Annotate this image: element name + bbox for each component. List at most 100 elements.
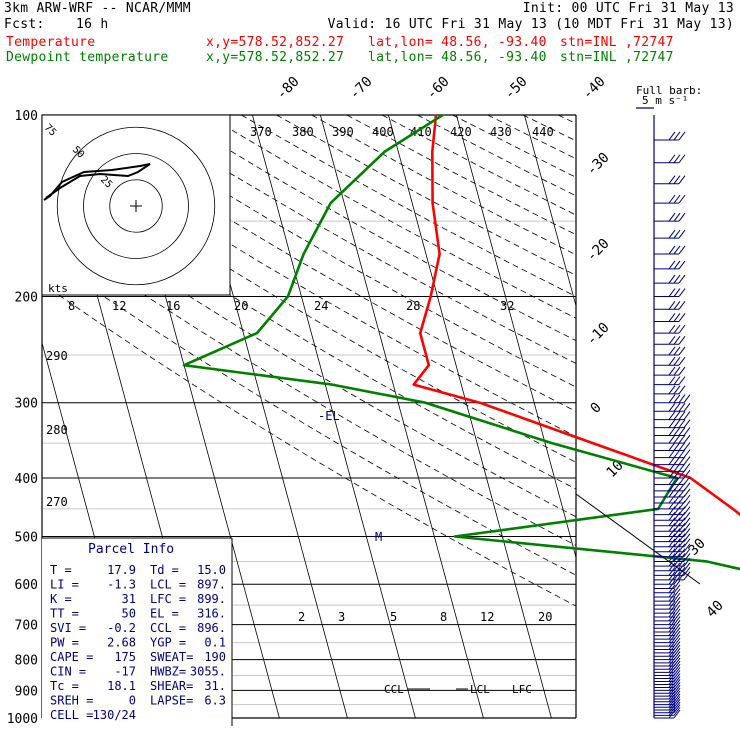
wind-barb-flag [668,385,676,395]
parcel-key: LAPSE= [150,694,193,708]
el-marker: -EL [318,409,340,423]
wind-barb-flag [668,131,676,141]
wind-barb-flag [668,571,676,581]
theta-e-label: 420 [450,125,472,139]
pressure-tick-label: 400 [15,472,38,487]
dewpoint-profile-point [302,253,305,255]
wind-barb-flag [678,335,686,345]
wind-barb-flag [683,402,691,412]
pressure-tick-label: 200 [15,291,38,306]
wind-barb-flag [668,616,676,625]
wind-barb-flag [673,376,681,385]
wind-barb-flag [678,506,686,515]
parcel-value: 175 [114,650,136,664]
wind-barb-flag [668,175,676,185]
mixing-ratio-label: 5 [390,610,397,624]
wind-barb-flag [673,394,681,404]
wind-barb-flag [678,402,686,412]
theta-e-label: 370 [250,125,272,139]
wind-barb-flag [668,693,676,703]
wind-barb-flag [673,592,681,602]
parcel-value: 0 [129,694,136,708]
barb-key-value: 5 m s⁻¹ [642,94,688,107]
mixing-ratio-label: 12 [480,610,494,624]
pressure-tick-label: 700 [15,619,38,634]
wind-barb-flag [668,580,676,589]
parcel-panel [42,538,232,726]
wind-barb-flag [678,442,686,451]
pressure-tick-label: 300 [15,397,38,412]
theta-label: 270 [46,495,68,509]
wind-barb-flag [673,356,681,366]
temperature-profile-point [732,508,734,510]
dry-adiabat [522,115,576,142]
hodograph-ring [56,126,216,286]
wind-barb-flag [668,449,676,458]
wind-barb-flag [673,707,681,716]
wind-barb-flag [673,300,681,310]
hodograph-speed-label: 16 [166,299,180,313]
dry-adiabat [42,253,576,576]
wind-barb-flag [668,494,676,504]
dry-adiabat [42,198,576,518]
wind-barb-flag [678,131,686,141]
wind-barb-flag [668,456,676,465]
wind-barb-flag [678,548,686,557]
parcel-key: HWBZ= [150,665,186,679]
wind-barb-flag [668,533,676,542]
wind-barb-flag [668,488,676,498]
wind-barb-flag [668,604,676,614]
theta-label: 280 [46,423,68,437]
hodograph-speed-label: 24 [314,299,328,313]
theta-e-label: 390 [332,125,354,139]
wind-barb-flag [673,634,681,643]
theta-e-label: 440 [532,125,554,139]
wind-barb-flag [668,687,676,697]
parcel-value: 6.3 [204,694,226,708]
parcel-value: 897. [197,578,226,592]
parcel-value: 3055. [190,665,226,679]
pressure-tick-label: 500 [15,530,38,545]
dewpoint-xy: x,y=578.52,852.27 [206,50,345,65]
wind-barb-flag [668,657,676,667]
wind-barb-flag [673,685,681,694]
isotherm [252,115,416,718]
wind-barb-flag [683,533,691,542]
wind-barb-flag [668,229,676,239]
dry-adiabat [170,115,576,341]
wind-barb-flag [683,567,691,576]
parcel-key: SREH = [50,694,93,708]
dry-adiabat [241,115,576,297]
wind-barb-flag [673,553,681,562]
wind-barb-flag [673,584,681,594]
wind-barb-flag [668,346,676,356]
wind-barb-flag [668,630,676,640]
pressure-tick-label: 900 [15,684,38,699]
wind-barb-flag [673,442,681,451]
wind-barb-flag [673,411,681,420]
wind-barb-flag [668,596,676,606]
wind-barb-flag [678,557,686,567]
wind-barb-flag [678,229,686,239]
dry-adiabat [593,115,740,718]
wind-barb-flag [673,402,681,412]
wind-barb-flag [673,245,681,255]
wind-barb-flag [683,442,691,451]
wind-barb-flag [678,511,686,521]
forecast-hour: 16 h [76,17,109,32]
parcel-value: 31 [122,592,136,606]
dry-adiabat [42,146,576,463]
wind-barb-flag [668,704,676,714]
wind-barb-flag [678,288,686,297]
dewpoint-legend-label: Dewpoint temperature [6,50,169,65]
wind-barb-flag [673,434,681,444]
forecast-label: Fcst: [4,17,45,32]
wind-barb-flag [668,567,676,576]
wind-barb-flag [673,313,681,322]
wind-barb-flag [673,229,681,239]
wind-barb-flag [668,324,676,334]
wind-barb-flag [673,260,681,270]
wind-barb-flag [668,482,676,492]
wind-barb-flag [673,701,681,711]
wind-barb-flag [673,630,681,640]
